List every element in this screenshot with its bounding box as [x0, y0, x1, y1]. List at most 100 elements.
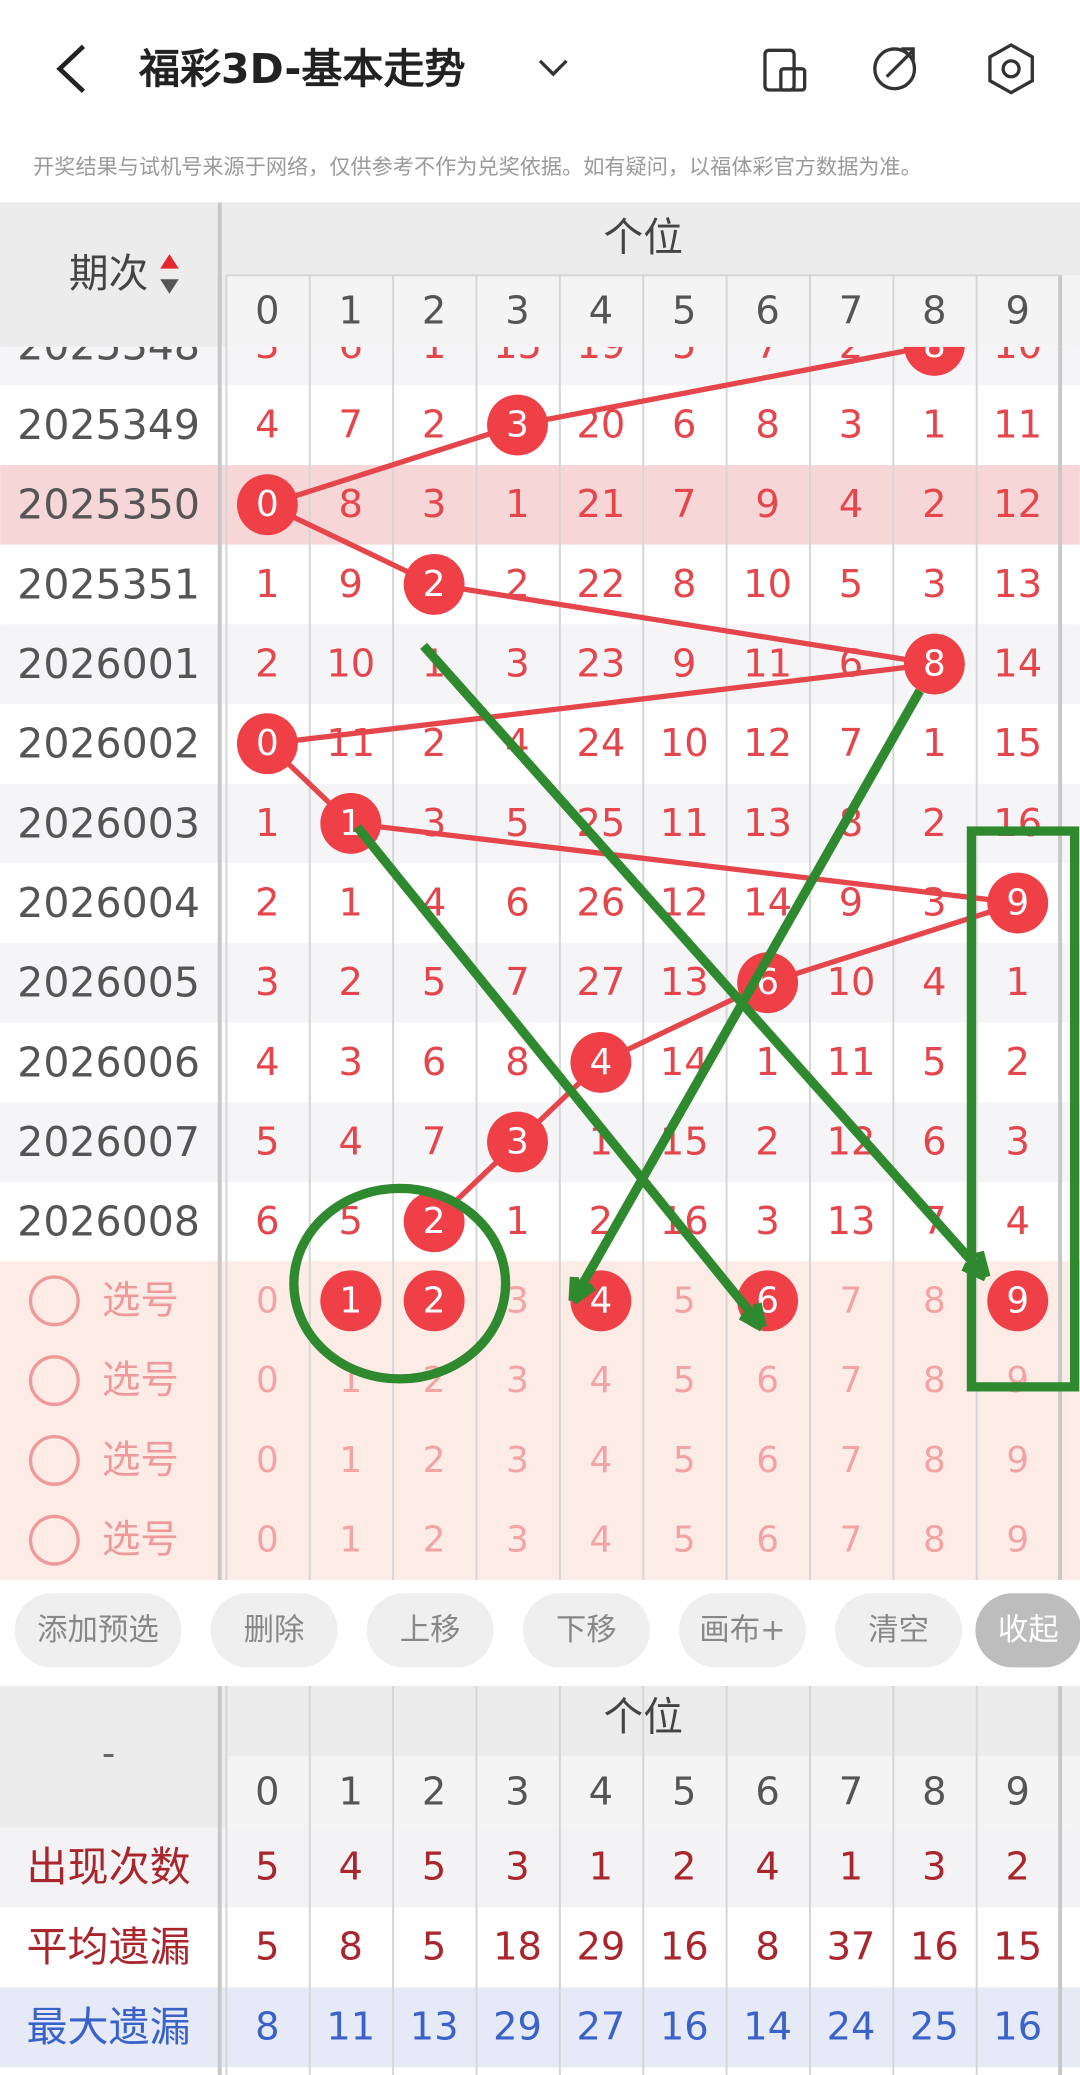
pick-digit[interactable]: 9 [1006, 1360, 1029, 1401]
period: 2026004 [17, 879, 200, 927]
pick-digit[interactable]: 9 [1006, 1520, 1029, 1561]
button[interactable] [14, 1593, 182, 1668]
hit-ball [903, 346, 965, 376]
annotations [289, 642, 1080, 1392]
pick-digit[interactable]: 6 [756, 1520, 779, 1561]
pick-digit[interactable]: 4 [590, 1520, 613, 1561]
row-bg [0, 863, 1080, 944]
omission-value: 13 [743, 801, 792, 846]
digit-header: 6 [755, 288, 779, 333]
hit-digit: 0 [256, 484, 279, 525]
omission-value: 19 [576, 323, 625, 368]
pick-digit[interactable]: 3 [506, 1280, 529, 1321]
omission-value: 1 [505, 482, 529, 527]
omission-value: 1 [922, 721, 946, 766]
pick-radio[interactable] [28, 1434, 80, 1486]
omission-value: 7 [505, 960, 529, 1005]
pick-digit[interactable]: 4 [590, 1280, 613, 1321]
pick-digit[interactable]: 8 [923, 1520, 946, 1561]
omission-value: 9 [339, 562, 363, 607]
button[interactable] [835, 1593, 963, 1668]
pick-digit[interactable]: 0 [256, 1440, 279, 1481]
pick-digit[interactable]: 7 [840, 1280, 863, 1321]
pick-digit[interactable]: 8 [923, 1280, 946, 1321]
omission-value: 6 [505, 881, 529, 926]
pick-radio[interactable] [28, 1355, 80, 1407]
omission-value: 5 [422, 960, 446, 1005]
omission-value: 15 [993, 721, 1042, 766]
pick-digit[interactable]: 3 [506, 1360, 529, 1401]
pick-digit[interactable]: 2 [423, 1520, 446, 1561]
button-label: 清空 [868, 1613, 929, 1648]
hit-digit: 0 [256, 723, 279, 764]
hit-ball [487, 394, 548, 456]
pick-digit[interactable]: 5 [673, 1360, 696, 1401]
pick-digit[interactable]: 0 [256, 1280, 279, 1321]
hit-ball [236, 713, 298, 775]
stats-value: 1 [839, 1845, 863, 1890]
pick-digit[interactable]: 0 [256, 1520, 279, 1561]
pick-digit[interactable]: 2 [423, 1440, 446, 1481]
digit-header: 3 [505, 288, 529, 333]
button[interactable] [210, 1593, 338, 1668]
omission-value: 6 [922, 1120, 946, 1165]
pick-digit[interactable]: 8 [923, 1360, 946, 1401]
omission-value: 10 [827, 960, 876, 1005]
pick-digit[interactable]: 4 [590, 1360, 613, 1401]
pick-digit[interactable]: 6 [756, 1440, 779, 1481]
pick-area: 选号 0 1 2 3 4 5 6 7 8 9选号 0 1 2 3 4 5 6 7 8 9选号 0 1 2 3 4 5 6 7 8 9选号 0 1… [0, 1261, 1080, 1581]
omission-value: 7 [422, 1120, 446, 1165]
stats-value: 5 [255, 1845, 279, 1890]
pick-digit[interactable]: 3 [506, 1440, 529, 1481]
pick-digit[interactable]: 5 [673, 1520, 696, 1561]
stats-label: 平均遗漏 [27, 1923, 191, 1971]
pick-digit[interactable]: 0 [256, 1360, 279, 1401]
pick-digit[interactable]: 4 [590, 1440, 613, 1481]
hit-ball [570, 1031, 632, 1093]
omission-value: 27 [576, 960, 625, 1005]
pick-digit[interactable]: 1 [339, 1520, 362, 1561]
button[interactable] [975, 1593, 1080, 1668]
pick-digit[interactable]: 7 [840, 1440, 863, 1481]
title-dropdown[interactable] [538, 59, 568, 77]
pick-digit[interactable]: 9 [1006, 1440, 1029, 1481]
pick-radio[interactable] [28, 1275, 80, 1327]
pick-radio[interactable] [28, 1514, 80, 1566]
period-header: 期次 [69, 251, 148, 297]
omission-value: 4 [255, 1040, 279, 1085]
pick-label: 选号 [102, 1358, 179, 1403]
pick-digit[interactable]: 2 [423, 1280, 446, 1321]
pick-digit[interactable]: 8 [923, 1440, 946, 1481]
selected-ball [403, 1270, 465, 1332]
hit-digit: 8 [923, 644, 946, 685]
row-bg [0, 1022, 1080, 1103]
pick-digit[interactable]: 9 [1006, 1280, 1029, 1321]
pick-digit[interactable]: 1 [339, 1280, 362, 1321]
pick-digit[interactable]: 5 [673, 1440, 696, 1481]
hit-ball [403, 1191, 465, 1253]
pick-digit[interactable]: 3 [506, 1520, 529, 1561]
omission-value: 8 [339, 482, 363, 527]
omission-value: 11 [326, 721, 375, 766]
stats-value: 1 [589, 1845, 613, 1890]
pick-bg [0, 1261, 1080, 1581]
pick-digit[interactable]: 7 [840, 1520, 863, 1561]
pick-digit[interactable]: 7 [840, 1360, 863, 1401]
pick-digit[interactable]: 5 [673, 1280, 696, 1321]
pick-digit[interactable]: 1 [339, 1440, 362, 1481]
period: 2025350 [17, 481, 200, 529]
selected-ball [987, 1270, 1049, 1332]
settings-icon[interactable] [988, 43, 1034, 95]
digit-header: 5 [672, 288, 696, 333]
hit-digit: 2 [423, 1201, 446, 1242]
omission-value: 16 [993, 801, 1042, 846]
pick-digit[interactable]: 6 [756, 1360, 779, 1401]
button[interactable] [522, 1593, 650, 1668]
share-icon[interactable] [873, 47, 917, 91]
button[interactable] [366, 1593, 494, 1668]
back-button[interactable] [56, 44, 86, 93]
button[interactable] [678, 1593, 806, 1668]
omission-value: 3 [839, 403, 863, 448]
period: 2026001 [17, 640, 200, 688]
